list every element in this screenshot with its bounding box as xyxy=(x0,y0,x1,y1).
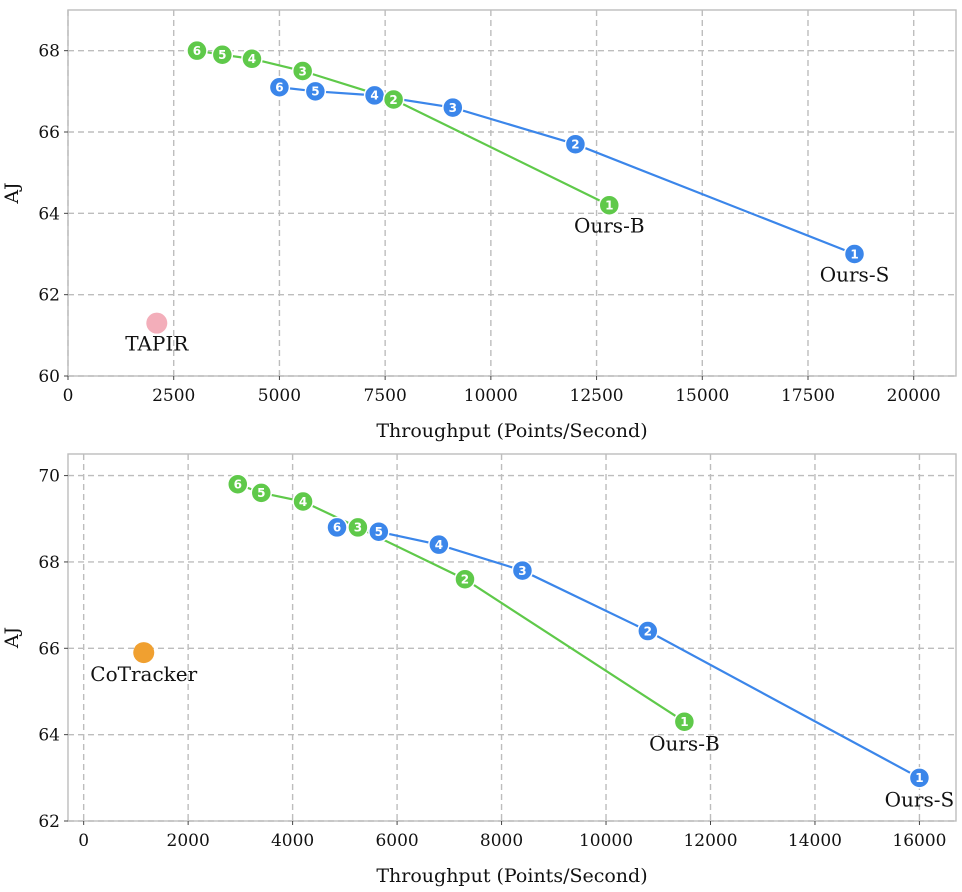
point-ours-b-3 xyxy=(291,60,314,82)
point-label-ours-s-6: 6 xyxy=(275,81,283,95)
x-tick-label: 6000 xyxy=(375,831,418,851)
point-ours-b-5 xyxy=(211,43,234,66)
point-ours-b-1 xyxy=(598,194,621,216)
x-tick-label: 8000 xyxy=(480,831,523,851)
point-ours-s-3 xyxy=(442,96,464,119)
point-ours-s-5 xyxy=(304,80,327,103)
annotation-tapir: TAPIR xyxy=(125,331,189,355)
annotation-ours-s: Ours-S xyxy=(820,262,890,286)
point-ours-b-1 xyxy=(673,710,696,733)
annotation-cotracker: CoTracker xyxy=(90,662,197,686)
point-ours-s-6 xyxy=(326,516,348,539)
series-line-ours-b xyxy=(237,483,685,723)
point-label-ours-b-3: 3 xyxy=(299,64,307,78)
x-tick-label: 0 xyxy=(78,831,89,851)
series-line-ours-s xyxy=(336,526,920,779)
point-label-ours-b-4: 4 xyxy=(248,52,256,66)
point-label-ours-b-2: 2 xyxy=(461,573,469,587)
point-ours-b-2 xyxy=(454,568,476,590)
x-tick-label: 20000 xyxy=(887,386,941,406)
y-tick-label: 62 xyxy=(38,286,60,306)
point-label-ours-s-4: 4 xyxy=(370,89,378,103)
x-tick-label: 10000 xyxy=(464,386,518,406)
x-tick-label: 15000 xyxy=(675,386,729,406)
point-ours-s-1 xyxy=(908,767,931,789)
point-ours-b-4 xyxy=(241,48,263,70)
x-tick-label: 12000 xyxy=(683,831,737,851)
point-label-ours-b-5: 5 xyxy=(218,48,226,62)
grid xyxy=(68,454,956,822)
point-label-ours-s-2: 2 xyxy=(571,138,579,152)
y-tick-label: 66 xyxy=(38,123,60,143)
point-ours-s-4 xyxy=(428,533,450,556)
y-tick-label: 66 xyxy=(38,639,60,659)
x-tick-label: 17500 xyxy=(781,386,835,406)
y-axis-title: AJ xyxy=(1,182,23,204)
x-tick-label: 2500 xyxy=(152,386,195,406)
y-tick-label: 64 xyxy=(38,204,60,224)
series-line-ours-s xyxy=(279,86,855,256)
x-tick-label: 14000 xyxy=(788,831,842,851)
annotation-ours-b: Ours-B xyxy=(574,214,645,238)
point-label-ours-s-3: 3 xyxy=(449,101,457,115)
point-tapir xyxy=(146,312,168,334)
point-label-ours-b-6: 6 xyxy=(193,44,201,58)
x-tick-label: 4000 xyxy=(271,831,314,851)
point-ours-b-2 xyxy=(382,88,405,111)
point-label-ours-b-2: 2 xyxy=(389,93,397,107)
top-panel: 0 2500 5000 7500 10000 12500 15000 17500 20000 60… xyxy=(1,9,957,442)
x-tick-label: 2000 xyxy=(167,831,210,851)
y-tick-label: 68 xyxy=(38,553,60,573)
point-label-ours-b-4: 4 xyxy=(299,495,307,509)
y-tick-label: 62 xyxy=(38,812,60,832)
point-label-ours-b-6: 6 xyxy=(234,478,242,492)
x-tick-label: 10000 xyxy=(579,831,633,851)
point-label-ours-s-5: 5 xyxy=(311,85,319,99)
y-tick-label: 64 xyxy=(38,726,60,746)
point-ours-b-4 xyxy=(292,490,314,513)
point-ours-b-5 xyxy=(250,482,273,504)
point-label-ours-b-1: 1 xyxy=(605,199,613,213)
x-tick-label: 0 xyxy=(63,386,74,406)
y-axis-title: AJ xyxy=(1,627,23,649)
x-tick-label: 12500 xyxy=(570,386,624,406)
point-label-ours-s-3: 3 xyxy=(518,564,526,578)
point-label-ours-b-1: 1 xyxy=(680,715,688,729)
annotation-ours-s: Ours-S xyxy=(885,787,955,811)
y-tick-label: 70 xyxy=(38,467,60,487)
x-tick-label: 16000 xyxy=(892,831,946,851)
point-cotracker xyxy=(133,642,155,664)
point-ours-s-5 xyxy=(368,520,390,543)
point-label-ours-s-1: 1 xyxy=(915,771,923,785)
plot-frame xyxy=(67,9,957,377)
y-tick-label: 60 xyxy=(38,367,60,387)
point-label-ours-s-1: 1 xyxy=(850,247,858,261)
x-axis-title: Throughput (Points/Second) xyxy=(376,865,647,887)
point-ours-s-2 xyxy=(564,133,587,155)
series-line-ours-b xyxy=(196,49,610,207)
plot-frame xyxy=(67,453,957,822)
point-ours-b-3 xyxy=(347,516,369,539)
grid xyxy=(67,10,956,377)
annotation-ours-b: Ours-B xyxy=(649,731,720,755)
bottom-panel: 0 2000 4000 6000 8000 10000 12000 14000 16000626… xyxy=(1,453,957,887)
point-ours-s-6 xyxy=(268,76,291,99)
point-label-ours-b-5: 5 xyxy=(257,486,265,500)
point-label-ours-s-2: 2 xyxy=(644,624,652,638)
point-label-ours-s-5: 5 xyxy=(375,525,383,539)
point-label-ours-b-3: 3 xyxy=(354,521,362,535)
point-ours-b-6 xyxy=(186,39,208,62)
x-tick-label: 5000 xyxy=(258,386,301,406)
y-tick-label: 68 xyxy=(38,42,60,62)
point-ours-s-1 xyxy=(843,243,866,265)
point-ours-s-2 xyxy=(637,620,659,642)
point-ours-b-6 xyxy=(227,473,249,495)
point-ours-s-3 xyxy=(511,559,534,582)
point-label-ours-s-6: 6 xyxy=(333,521,341,535)
x-axis-title: Throughput (Points/Second) xyxy=(376,420,647,442)
point-label-ours-s-4: 4 xyxy=(435,538,443,552)
x-tick-label: 7500 xyxy=(364,386,407,406)
